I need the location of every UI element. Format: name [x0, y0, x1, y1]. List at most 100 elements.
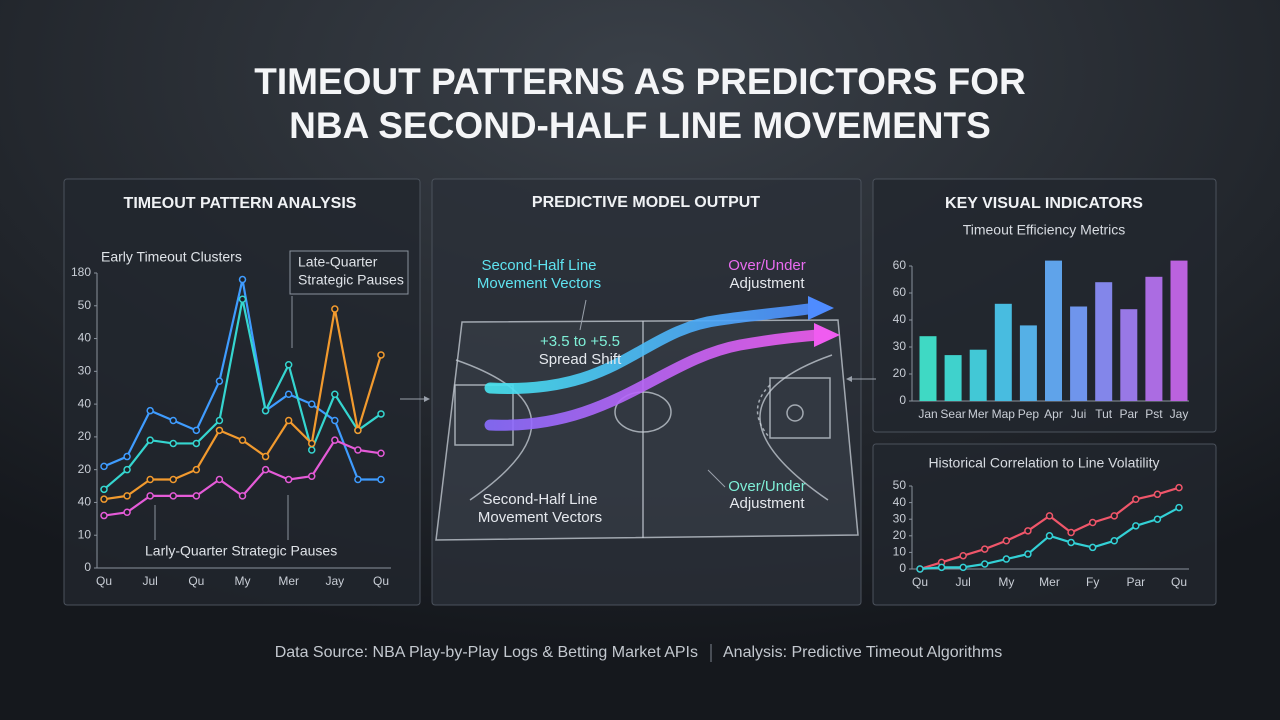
x-tick-label: Jul	[142, 574, 157, 588]
data-point	[192, 439, 201, 448]
data-point	[916, 565, 924, 573]
data-point	[100, 495, 108, 503]
y-tick-label: 40	[893, 495, 907, 509]
x-tick-label: Mer	[1039, 575, 1060, 589]
diagram-label: Adjustment	[729, 495, 805, 512]
vector-arrow	[484, 329, 824, 431]
data-point	[1110, 512, 1118, 520]
data-point	[308, 446, 316, 454]
data-point	[959, 563, 967, 572]
data-point	[308, 472, 316, 480]
y-tick-label: 10	[893, 545, 907, 559]
data-point	[354, 446, 362, 454]
vector-arrow	[484, 302, 821, 395]
y-tick-label: 20	[78, 462, 92, 476]
y-tick-label: 30	[78, 364, 92, 378]
data-point	[331, 436, 339, 444]
y-tick-label: 40	[893, 312, 907, 326]
x-tick-label: Qu	[188, 574, 204, 588]
x-tick-label: Jui	[1071, 407, 1086, 421]
data-point	[354, 426, 362, 435]
diagram-label: Movement Vectors	[477, 275, 601, 292]
x-tick-label: Par	[1126, 575, 1145, 589]
data-point	[1088, 518, 1097, 527]
y-tick-label: 40	[78, 396, 92, 410]
x-tick-label: Qu	[96, 574, 112, 588]
data-point	[959, 551, 967, 560]
panel-title: PREDICTIVE MODEL OUTPUT	[532, 194, 760, 211]
data-point	[123, 465, 131, 474]
data-point	[1132, 495, 1140, 504]
data-point	[308, 400, 316, 408]
bar	[1170, 260, 1188, 401]
bar	[944, 355, 962, 401]
data-point	[331, 305, 339, 313]
y-tick-label: 20	[893, 366, 907, 380]
annotation: Larly-Quarter Strategic Pauses	[145, 543, 337, 559]
bar	[919, 336, 937, 401]
data-point	[1132, 522, 1140, 530]
x-tick-label: Jul	[955, 575, 970, 589]
x-tick-label: Sear	[940, 407, 965, 421]
panel-title: KEY VISUAL INDICATORS	[945, 195, 1143, 212]
court-line	[769, 377, 831, 439]
x-tick-label: Mer	[968, 407, 989, 421]
data-point	[377, 449, 385, 458]
x-tick-label: Jay	[325, 574, 344, 588]
x-tick-label: Qu	[1171, 575, 1187, 589]
x-tick-label: Map	[992, 407, 1016, 421]
x-tick-label: Pst	[1145, 407, 1163, 421]
chart-title: Historical Correlation to Line Volatilit…	[928, 455, 1159, 471]
data-point	[937, 563, 946, 572]
y-tick-label: 60	[893, 258, 907, 272]
x-tick-label: Tut	[1095, 407, 1113, 421]
data-point	[261, 452, 270, 461]
bar	[994, 303, 1012, 401]
court	[435, 319, 859, 541]
x-tick-label: My	[998, 575, 1014, 589]
x-tick-label: Qu	[912, 575, 928, 589]
data-point	[1175, 483, 1183, 492]
data-point	[1045, 532, 1054, 540]
data-point	[284, 361, 293, 369]
footer-text: Analysis: Predictive Timeout Algorithms	[723, 644, 1002, 661]
data-point	[215, 426, 224, 435]
y-tick-label: 0	[899, 561, 906, 575]
data-point	[169, 492, 177, 500]
data-point	[1067, 528, 1075, 537]
diagram-label: Over/Under	[728, 478, 806, 495]
data-point	[169, 475, 177, 484]
data-point	[100, 485, 108, 494]
y-tick-label: 10	[78, 527, 92, 541]
annotation: Early Timeout Clusters	[101, 249, 242, 265]
x-tick-label: Qu	[373, 574, 389, 588]
data-point	[169, 439, 177, 448]
data-point	[238, 492, 247, 500]
data-point	[100, 511, 108, 520]
diagram-label: +3.5 to +5.5	[540, 333, 620, 350]
y-tick-label: 20	[893, 528, 907, 542]
data-point	[238, 275, 247, 284]
bar	[1045, 260, 1062, 401]
data-point	[261, 465, 270, 474]
diagram-label: Movement Vectors	[478, 509, 602, 526]
data-point	[331, 390, 339, 399]
data-point	[123, 492, 131, 500]
data-point	[146, 475, 154, 484]
x-tick-label: Jay	[1170, 407, 1189, 421]
data-point	[284, 416, 293, 425]
diagram-label: Adjustment	[729, 275, 805, 292]
data-point	[238, 295, 247, 303]
panel	[63, 178, 421, 606]
data-point	[1002, 555, 1011, 563]
bar	[969, 349, 987, 401]
footer-text: Data Source: NBA Play-by-Play Logs & Bet…	[275, 644, 698, 661]
bar	[1070, 306, 1088, 401]
data-point	[1153, 515, 1162, 523]
data-point	[331, 416, 339, 425]
hoop	[786, 404, 804, 422]
x-tick-label: Pep	[1018, 407, 1040, 421]
y-tick-label: 40	[78, 331, 92, 345]
